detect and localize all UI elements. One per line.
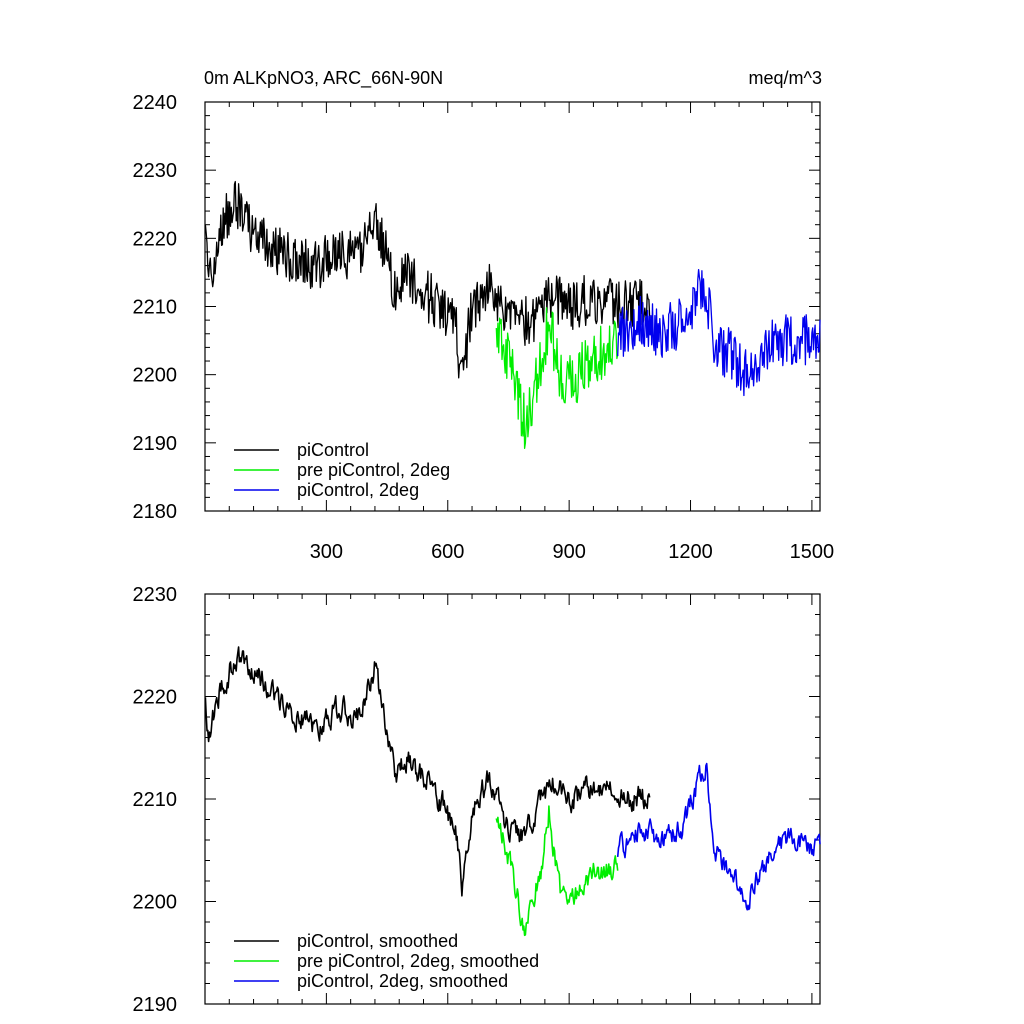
series-line-1	[204, 180, 651, 379]
y-tick-label: 2210	[133, 297, 178, 319]
x-tick-label: 300	[310, 541, 343, 563]
legend-label: pre piControl, 2deg	[297, 460, 450, 480]
legend-label: piControl, smoothed	[297, 931, 458, 951]
series-group	[204, 180, 821, 450]
y-tick-label: 2210	[133, 789, 178, 811]
y-tick-label: 2190	[133, 433, 178, 455]
y-axis-labels: 2190 2200 2210 2220 2230	[133, 584, 178, 1016]
y-tick-label: 2200	[133, 365, 178, 387]
axis-ticks	[205, 593, 820, 1005]
legend-label: piControl, 2deg	[297, 480, 419, 500]
x-tick-label: 1200	[668, 541, 713, 563]
y-axis-labels: 2180 2190 2200 2210 2220 2230 2240	[133, 92, 178, 523]
legend-label: piControl	[297, 440, 369, 460]
y-tick-label: 2220	[133, 687, 178, 709]
series-line-1	[204, 646, 651, 897]
top-panel: 0m ALKpNO3, ARC_66N-90N meq/m^3 2180 2190…	[133, 68, 835, 563]
y-tick-label: 2230	[133, 584, 178, 606]
x-tick-label: 900	[552, 541, 585, 563]
legend-label: piControl, 2deg, smoothed	[297, 971, 508, 991]
y-tick-label: 2230	[133, 160, 178, 182]
y-tick-label: 2180	[133, 501, 178, 523]
series-line-3	[617, 268, 821, 397]
x-tick-label: 600	[431, 541, 464, 563]
chart-title: 0m ALKpNO3, ARC_66N-90N	[204, 68, 443, 89]
series-line-3	[616, 762, 821, 911]
y-tick-label: 2200	[133, 892, 178, 914]
series-line-2	[495, 307, 619, 450]
series-line-2	[495, 805, 619, 937]
chart-units: meq/m^3	[749, 68, 822, 88]
y-tick-label: 2240	[133, 92, 178, 114]
legend-label: pre piControl, 2deg, smoothed	[297, 951, 539, 971]
x-tick-label: 1500	[790, 541, 835, 563]
y-tick-label: 2190	[133, 994, 178, 1016]
series-group	[204, 646, 821, 937]
x-axis-labels: 300 600 900 1200 1500	[310, 541, 834, 563]
bottom-panel: 2190 2200 2210 2220 2230 piControl, smoothed…	[133, 584, 821, 1016]
y-tick-label: 2220	[133, 228, 178, 250]
